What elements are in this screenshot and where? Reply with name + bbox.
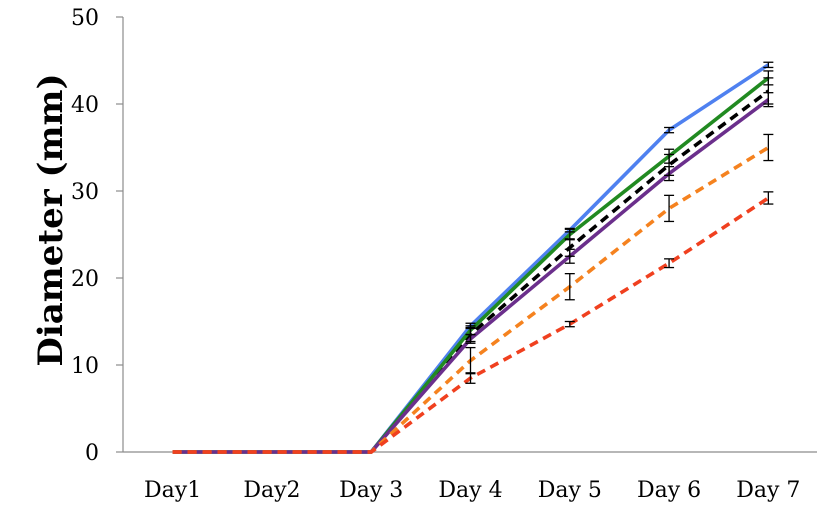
error-bar bbox=[664, 126, 675, 134]
series-line-2 bbox=[172, 89, 770, 454]
error-bar bbox=[564, 320, 575, 328]
x-tick-label: Day2 bbox=[243, 478, 300, 503]
x-tick-label: Day 5 bbox=[538, 478, 602, 503]
x-tick-label: Day 3 bbox=[339, 478, 403, 503]
series-line-4 bbox=[172, 98, 770, 454]
error-bar bbox=[564, 272, 575, 301]
error-bar bbox=[564, 248, 575, 264]
y-tick-label: 40 bbox=[71, 93, 99, 118]
y-tick-label: 10 bbox=[71, 354, 99, 379]
series-line-5 bbox=[172, 145, 770, 454]
x-tick-labels: Day1 Day2 Day 3 Day 4 Day 5 Day 6 Day 7 bbox=[144, 478, 800, 503]
error-bar bbox=[465, 333, 476, 344]
error-bar bbox=[763, 61, 774, 69]
error-bar bbox=[664, 165, 675, 182]
error-bar bbox=[564, 228, 575, 241]
y-tick-label: 50 bbox=[71, 6, 99, 31]
y-tick-label: 0 bbox=[85, 441, 99, 466]
series-line-3 bbox=[172, 76, 770, 454]
y-tick-label: 20 bbox=[71, 267, 99, 292]
x-tick-label: Day 4 bbox=[438, 478, 502, 503]
y-axis-title: Diameter (mm) bbox=[31, 73, 71, 366]
error-bar bbox=[465, 372, 476, 384]
x-tick-label: Day 7 bbox=[736, 478, 800, 503]
error-bar bbox=[763, 92, 774, 108]
error-bar bbox=[763, 191, 774, 205]
series-layer bbox=[172, 63, 770, 454]
error-bar bbox=[465, 346, 476, 375]
y-tick-labels: 0 10 20 30 40 50 bbox=[71, 6, 99, 466]
error-bar bbox=[664, 194, 675, 223]
error-bar bbox=[763, 133, 774, 162]
error-bar bbox=[664, 258, 675, 269]
x-tick-label: Day 6 bbox=[637, 478, 701, 503]
error-bar bbox=[763, 70, 774, 86]
error-bar-layer bbox=[465, 61, 774, 384]
y-tick-label: 30 bbox=[71, 180, 99, 205]
error-bar bbox=[664, 148, 675, 164]
x-tick-label: Day1 bbox=[144, 478, 201, 503]
